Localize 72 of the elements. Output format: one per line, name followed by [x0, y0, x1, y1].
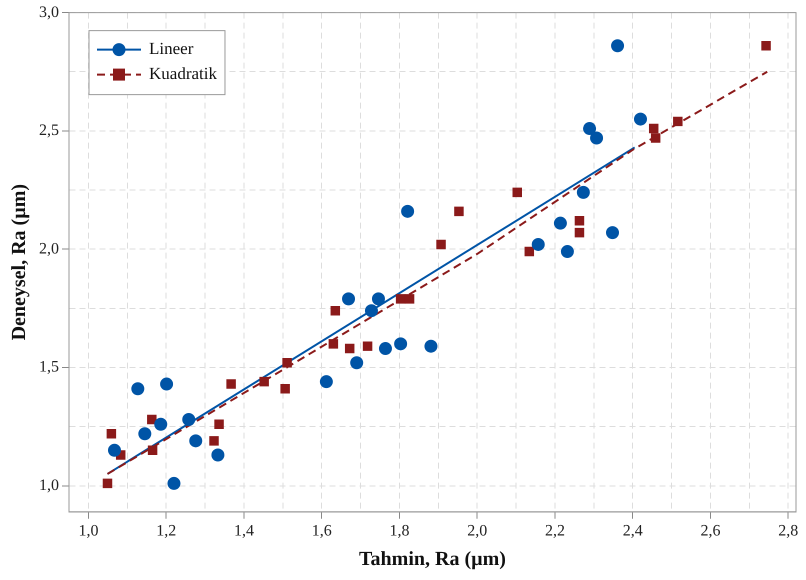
point — [532, 238, 545, 251]
point — [160, 378, 174, 391]
point — [259, 376, 269, 386]
x-tick-label: 2,4 — [622, 522, 643, 540]
point — [611, 39, 624, 52]
point — [344, 344, 354, 354]
point — [280, 384, 290, 394]
legend-label: Kuadratik — [149, 64, 218, 84]
x-tick-label: 1,2 — [156, 522, 176, 540]
point — [364, 304, 378, 318]
point — [574, 228, 584, 238]
point — [512, 188, 522, 198]
point — [394, 337, 408, 350]
y-tick-label: 1,0 — [39, 476, 59, 494]
point — [214, 420, 224, 430]
point — [226, 379, 236, 389]
point — [189, 434, 202, 448]
x-tick-label: 1,0 — [78, 522, 98, 540]
point — [634, 112, 647, 126]
point — [524, 246, 534, 256]
point — [404, 294, 414, 304]
point — [147, 414, 157, 424]
point — [282, 358, 292, 368]
point — [211, 448, 224, 462]
x-tick-label: 2,0 — [467, 522, 488, 540]
point — [154, 418, 168, 431]
point — [583, 122, 596, 136]
point — [650, 133, 660, 143]
point — [648, 124, 658, 134]
point — [554, 216, 567, 230]
point — [167, 476, 180, 490]
x-axis-title: Tahmin, Ra (µm) — [359, 548, 506, 570]
point — [320, 375, 333, 388]
legend-label: Lineer — [149, 39, 194, 58]
point — [138, 427, 152, 440]
point — [209, 436, 219, 446]
point — [424, 340, 438, 353]
y-tick-label: 1,5 — [39, 358, 59, 376]
point — [401, 204, 414, 218]
point — [102, 478, 112, 488]
point — [342, 292, 356, 306]
point — [131, 382, 144, 396]
x-tick-label: 2,6 — [700, 522, 720, 540]
point — [328, 339, 338, 349]
point — [396, 294, 406, 304]
point — [761, 40, 771, 50]
point — [350, 356, 364, 370]
point — [560, 245, 574, 258]
x-tick-label: 1,4 — [234, 522, 254, 540]
point — [574, 216, 584, 226]
y-tick-label: 2,5 — [39, 122, 59, 140]
point — [436, 240, 446, 250]
point — [362, 341, 372, 351]
point — [108, 444, 121, 457]
y-tick-label: 2,0 — [39, 240, 59, 258]
y-axis-title: Deneysel, Ra (µm) — [8, 184, 30, 340]
point — [372, 292, 385, 306]
x-tick-label: 1,8 — [389, 522, 410, 540]
x-tick-label: 1,6 — [312, 522, 332, 540]
point — [148, 446, 158, 456]
point — [378, 342, 392, 356]
point — [606, 226, 619, 240]
point — [576, 186, 590, 199]
point — [454, 206, 464, 216]
point — [330, 306, 340, 316]
point — [673, 116, 683, 126]
y-tick-label: 3,0 — [39, 4, 59, 21]
x-tick-label: 2,8 — [778, 522, 798, 540]
point — [182, 413, 196, 426]
point — [106, 428, 116, 438]
x-tick-label: 2,2 — [544, 522, 565, 540]
point — [590, 131, 604, 144]
